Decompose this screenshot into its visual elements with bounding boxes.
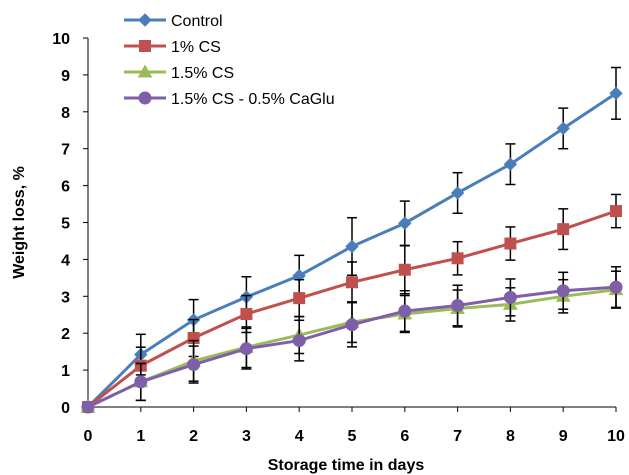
legend-marker bbox=[138, 91, 152, 105]
legend-label: 1.5% CS - 0.5% CaGlu bbox=[171, 91, 335, 108]
x-axis-title: Storage time in days bbox=[268, 457, 425, 474]
x-tick-label: 7 bbox=[453, 428, 462, 445]
data-point bbox=[346, 276, 358, 289]
x-tick-label: 4 bbox=[295, 428, 304, 445]
data-point bbox=[293, 292, 306, 305]
legend-label: 1.5% CS bbox=[171, 65, 234, 82]
x-tick-label: 3 bbox=[242, 428, 251, 445]
y-tick-label: 9 bbox=[61, 68, 70, 85]
x-tick-label: 8 bbox=[506, 428, 515, 445]
data-point bbox=[503, 157, 518, 171]
data-point bbox=[134, 375, 148, 389]
data-point bbox=[609, 280, 623, 294]
data-point bbox=[292, 334, 306, 348]
data-point bbox=[398, 216, 412, 230]
data-point bbox=[187, 358, 201, 372]
legend-marker bbox=[137, 64, 153, 78]
data-point bbox=[345, 318, 359, 332]
legend-marker bbox=[138, 13, 152, 27]
legend-label: 1% CS bbox=[171, 39, 221, 56]
data-point bbox=[451, 252, 464, 265]
y-tick-label: 6 bbox=[61, 179, 70, 196]
data-point bbox=[556, 284, 570, 298]
data-point bbox=[504, 237, 517, 250]
y-tick-label: 7 bbox=[61, 142, 70, 159]
data-point bbox=[81, 400, 95, 414]
y-axis-title: Weight loss, % bbox=[11, 166, 28, 279]
legend-label: Control bbox=[171, 13, 223, 30]
x-tick-label: 6 bbox=[400, 428, 409, 445]
series-4 bbox=[81, 266, 623, 414]
x-tick-label: 2 bbox=[189, 428, 198, 445]
y-tick-label: 0 bbox=[61, 400, 70, 417]
x-tick-label: 5 bbox=[348, 428, 357, 445]
legend-item: 1.5% CS bbox=[124, 64, 234, 82]
x-tick-label: 10 bbox=[607, 428, 625, 445]
legend-item: 1% CS bbox=[124, 39, 221, 56]
data-point bbox=[345, 239, 359, 254]
y-tick-label: 3 bbox=[61, 289, 70, 306]
data-point bbox=[240, 308, 253, 321]
y-tick-label: 5 bbox=[61, 216, 70, 233]
data-point bbox=[398, 263, 411, 276]
series-1 bbox=[81, 66, 623, 414]
legend-marker bbox=[139, 40, 151, 52]
data-point bbox=[609, 86, 623, 101]
data-point bbox=[450, 186, 465, 200]
legend: Control 1% CS 1.5% CS 1.5% CS - 0.5% CaGlu bbox=[124, 13, 335, 108]
y-tick-label: 1 bbox=[61, 363, 70, 380]
data-point bbox=[398, 304, 412, 318]
y-tick-label: 4 bbox=[61, 252, 70, 269]
legend-item: Control bbox=[124, 13, 223, 30]
x-tick-label: 1 bbox=[136, 428, 145, 445]
data-point bbox=[556, 121, 570, 136]
x-tick-label: 0 bbox=[84, 428, 93, 445]
data-point bbox=[557, 223, 570, 236]
data-point bbox=[610, 205, 622, 218]
legend-item: 1.5% CS - 0.5% CaGlu bbox=[124, 91, 335, 108]
y-tick-label: 8 bbox=[61, 105, 70, 122]
data-point bbox=[451, 299, 465, 313]
data-point bbox=[239, 342, 253, 356]
series-layer bbox=[80, 66, 624, 414]
axes-layer: 0 1 2 3 4 5 6 7 8 9 10 0 1 2 3 4 5 6 7 8 9 10 bbox=[52, 31, 625, 445]
y-tick-label: 2 bbox=[61, 326, 70, 343]
y-tick-label: 10 bbox=[52, 31, 70, 48]
data-point bbox=[503, 290, 517, 304]
x-tick-label: 9 bbox=[559, 428, 568, 445]
